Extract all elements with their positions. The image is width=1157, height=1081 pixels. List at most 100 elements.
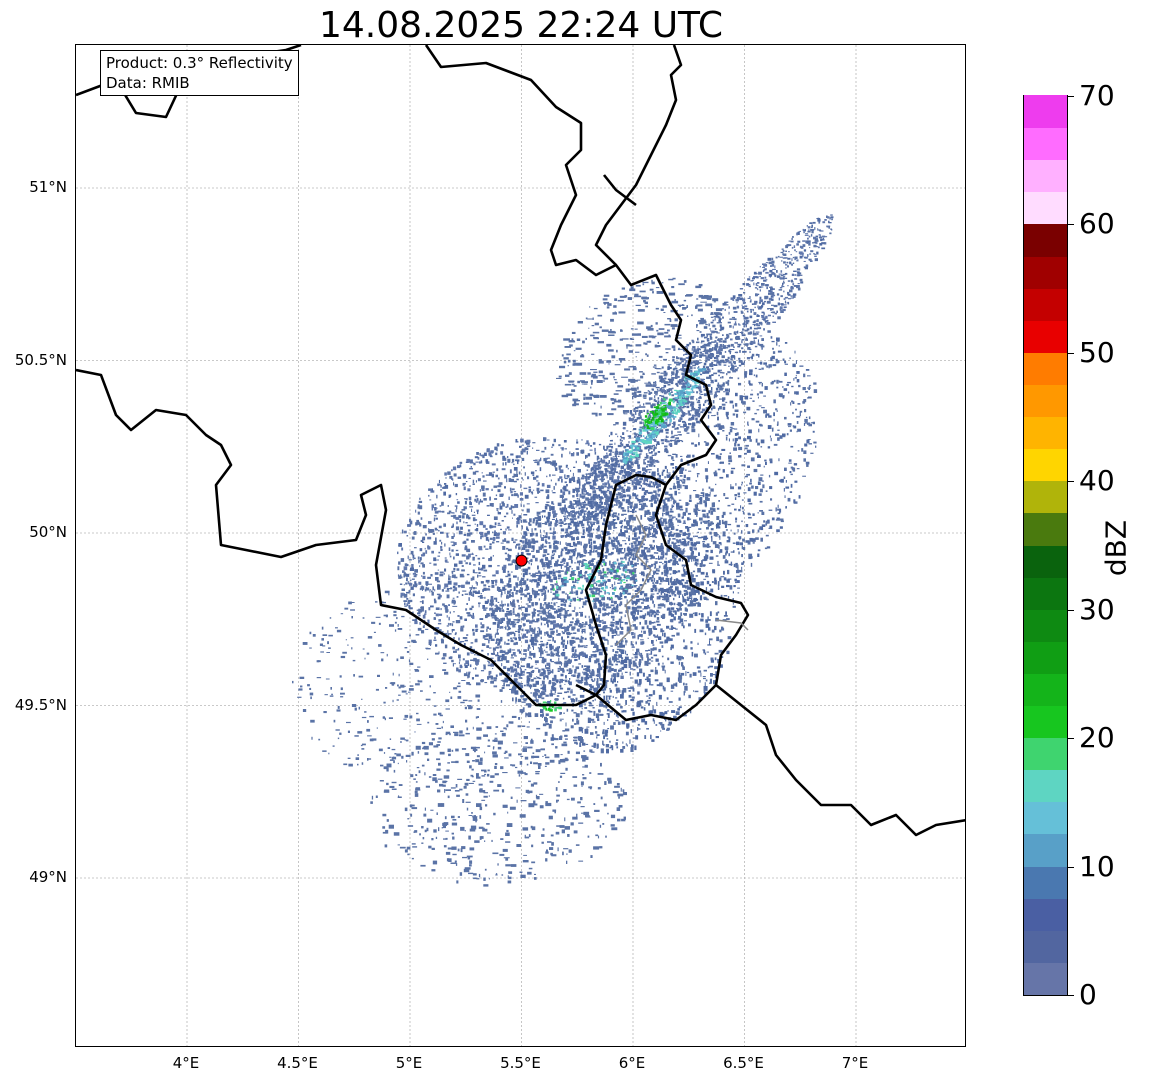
echo-cell [667, 542, 670, 545]
echo-cell [618, 575, 621, 577]
echo-cell [422, 600, 424, 604]
echo-cell [476, 498, 479, 501]
echo-cell [737, 443, 740, 447]
echo-cell [654, 570, 657, 573]
echo-cell [669, 487, 671, 490]
echo-cell [606, 709, 610, 712]
echo-cell [475, 555, 478, 557]
echo-cell [644, 565, 647, 570]
echo-cell [712, 569, 716, 572]
echo-cell [674, 441, 678, 445]
echo-cell [612, 680, 614, 684]
echo-cell [533, 579, 538, 583]
echo-cell [676, 480, 680, 484]
echo-cell [517, 455, 521, 458]
echo-cell [732, 591, 734, 594]
echo-cell [526, 527, 529, 531]
echo-cell [560, 489, 563, 493]
radar-map[interactable] [75, 44, 966, 1047]
echo-cell [591, 558, 596, 560]
echo-cell [584, 574, 586, 578]
echo-cell [780, 520, 784, 523]
echo-cell [649, 548, 651, 552]
echo-cell [609, 542, 612, 544]
echo-cell [621, 644, 625, 648]
echo-cell [661, 366, 664, 369]
echo-cell [502, 569, 506, 573]
echo-cell [669, 589, 674, 593]
echo-cell [642, 394, 647, 398]
echo-cell [667, 723, 671, 726]
echo-cell [527, 597, 529, 602]
echo-cell [692, 672, 697, 676]
echo-cell [623, 663, 628, 669]
echo-cell [647, 509, 650, 513]
echo-cell [515, 455, 519, 459]
echo-cell [634, 546, 638, 550]
echo-cell [516, 665, 519, 667]
echo-cell [613, 676, 616, 679]
echo-cell [604, 509, 609, 512]
echo-cell [644, 526, 648, 528]
echo-cell [534, 609, 537, 611]
echo-cell [485, 474, 489, 476]
echo-cell [523, 466, 525, 469]
echo-cell [589, 485, 594, 490]
echo-cell [431, 590, 433, 593]
echo-cell [522, 479, 524, 481]
echo-cell [438, 595, 442, 598]
echo-cell [761, 524, 766, 527]
echo-cell [601, 474, 604, 476]
echo-cell [604, 468, 608, 471]
echo-cell [517, 618, 521, 622]
echo-cell [550, 651, 553, 653]
echo-cell [469, 589, 471, 593]
echo-cell [488, 585, 491, 588]
echo-cell [670, 493, 673, 499]
echo-cell [624, 484, 626, 487]
echo-cell [726, 540, 731, 543]
echo-cell [655, 639, 657, 642]
echo-cell [705, 442, 709, 446]
echo-cell [582, 645, 586, 647]
echo-cell [577, 560, 580, 564]
echo-cell [694, 562, 698, 566]
echo-cell [654, 494, 657, 498]
echo-cell [680, 672, 685, 676]
echo-cell [611, 540, 613, 545]
echo-cell [460, 641, 465, 643]
echo-cell [482, 589, 484, 592]
echo-cell [565, 542, 567, 545]
echo-cell [643, 491, 647, 496]
echo-cell [513, 678, 518, 681]
echo-cell [678, 533, 682, 535]
echo-cell [672, 562, 676, 566]
echo-cell [648, 662, 651, 665]
echo-cell [597, 560, 601, 562]
echo-cell [521, 582, 526, 584]
echo-cell [636, 616, 638, 618]
echo-cell [490, 612, 495, 617]
echo-cell [449, 611, 451, 614]
echo-cell [617, 582, 621, 584]
echo-cell [770, 437, 772, 442]
echo-cell [633, 664, 638, 667]
echo-cell [662, 727, 665, 730]
echo-cell [668, 591, 671, 594]
echo-cell [574, 553, 576, 555]
echo-cell [648, 649, 651, 651]
echo-cell [631, 657, 633, 659]
echo-cell [695, 602, 698, 605]
echo-cell [634, 679, 638, 684]
echo-cell [452, 621, 455, 623]
echo-cell [551, 584, 555, 589]
echo-cell [658, 722, 663, 725]
echo-cell [456, 620, 461, 624]
echo-cell [701, 509, 706, 512]
echo-cell [603, 721, 605, 725]
echo-cell [607, 612, 610, 614]
echo-cell [445, 609, 449, 612]
echo-cell [431, 507, 434, 511]
echo-cell [524, 541, 529, 545]
echo-cell [474, 667, 477, 670]
